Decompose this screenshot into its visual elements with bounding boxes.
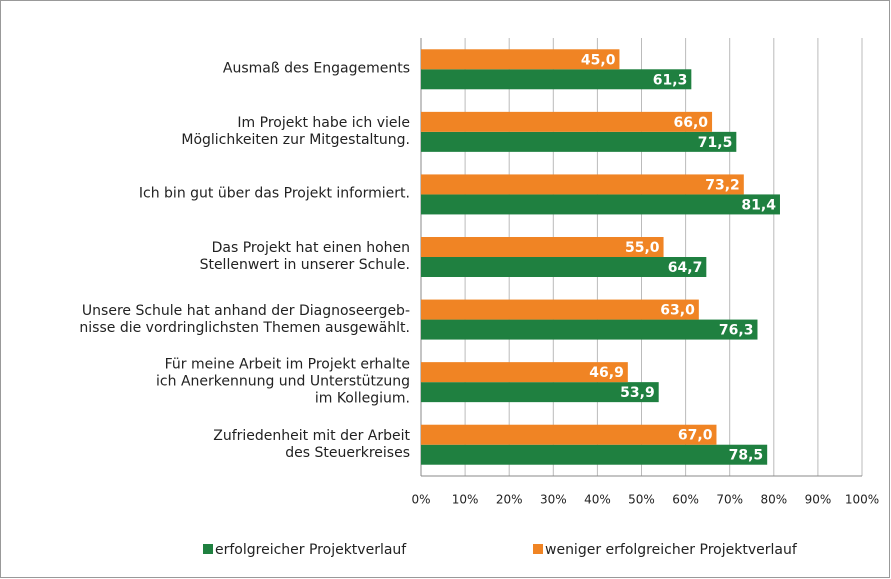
bar (421, 237, 664, 257)
category-label: Für meine Arbeit im Projekt erhalte ich … (156, 356, 410, 407)
bar (421, 174, 744, 195)
value-label: 46,9 (589, 365, 624, 381)
legend-swatch (203, 544, 213, 554)
value-label: 45,0 (581, 52, 616, 68)
x-tick-label: 10% (452, 493, 479, 507)
bar (421, 257, 707, 277)
value-label: 81,4 (741, 197, 776, 213)
bar (421, 382, 659, 403)
x-tick-label: 90% (805, 493, 832, 507)
category-label: Zufriedenheit mit der Arbeit des Steuerk… (213, 427, 410, 461)
bar (421, 444, 768, 465)
value-label: 61,3 (653, 72, 688, 88)
bar (421, 111, 713, 132)
x-tick-label: 60% (672, 493, 699, 507)
x-tick-label: 100% (845, 493, 879, 507)
value-label: 76,3 (719, 323, 754, 339)
x-tick-label: 70% (716, 493, 743, 507)
category-label: Ich bin gut über das Projekt informiert. (138, 185, 410, 202)
value-label: 67,0 (678, 428, 713, 444)
value-label: 64,7 (668, 260, 703, 276)
value-label: 63,0 (660, 303, 695, 319)
legend-label: erfolgreicher Projektverlauf (215, 542, 407, 558)
bar (421, 319, 758, 340)
bar (421, 362, 628, 383)
value-label: 73,2 (705, 177, 740, 193)
x-tick-label: 0% (411, 493, 430, 507)
legend-label: weniger erfolgreicher Projektverlauf (545, 542, 798, 558)
x-tick-label: 40% (584, 493, 611, 507)
value-label: 78,5 (729, 448, 764, 464)
category-label: Unsere Schule hat anhand der Diagnoseerg… (79, 302, 410, 336)
bar (421, 69, 692, 90)
value-label: 55,0 (625, 240, 660, 256)
x-tick-label: 80% (760, 493, 787, 507)
bar (421, 299, 699, 320)
x-tick-label: 30% (540, 493, 567, 507)
x-tick-label: 20% (496, 493, 523, 507)
category-label: Ausmaß des Engagements (222, 60, 410, 77)
bar (421, 194, 780, 215)
bar (421, 131, 737, 152)
bar (421, 49, 620, 70)
value-label: 66,0 (674, 115, 709, 131)
legend-swatch (533, 544, 543, 554)
value-label: 71,5 (698, 135, 733, 151)
bar (421, 424, 717, 445)
category-label: Im Projekt habe ich viele Möglichkeiten … (181, 114, 410, 148)
x-tick-label: 50% (628, 493, 655, 507)
value-label: 53,9 (620, 385, 655, 401)
category-label: Das Projekt hat einen hohen Stellenwert … (199, 240, 410, 273)
